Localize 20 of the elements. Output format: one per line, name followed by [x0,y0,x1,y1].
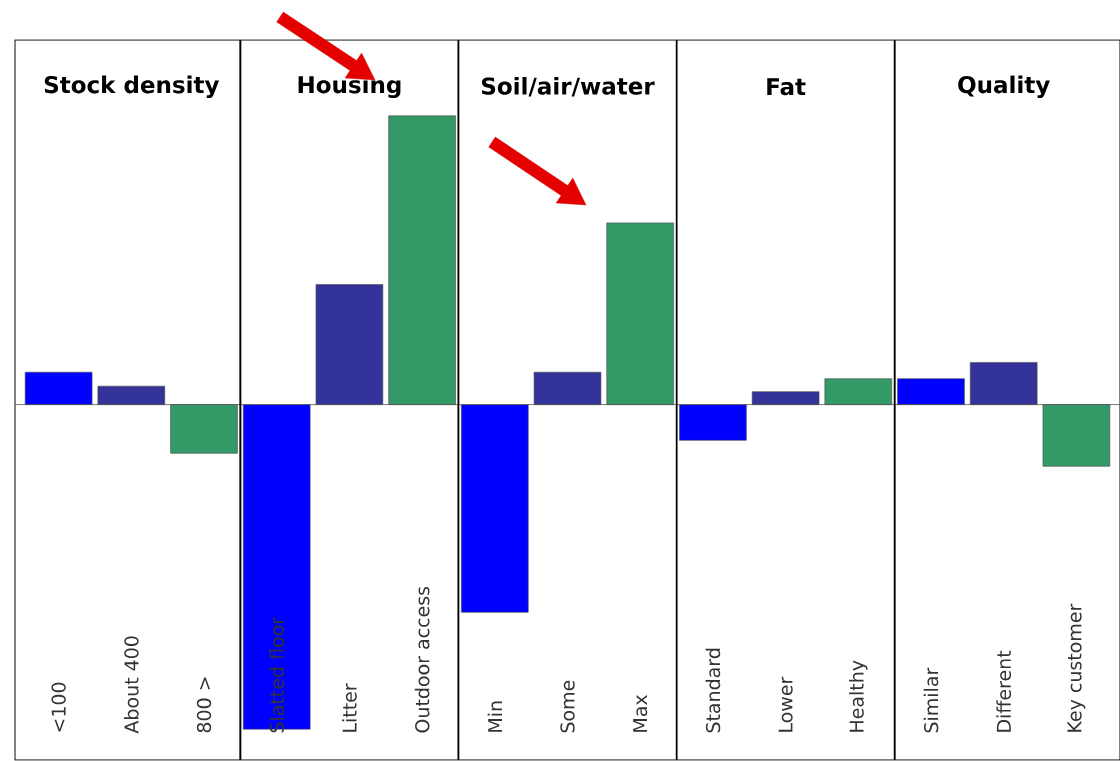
x-tick-label: Healthy [849,660,868,732]
x-tick-label: Lower [778,676,793,732]
text: Fat [767,78,806,96]
x-tick-label: Some [560,680,575,733]
x-tick-label: Standard [705,648,721,733]
x-tick-label: Litter [342,683,357,732]
x-tick-label: Outdoor access [414,586,430,733]
text: Stock density [44,75,220,99]
x-tick-label: Slatted floor [269,616,285,733]
text: Housing [298,75,401,99]
x-tick-label: Max [633,694,648,732]
x-tick-label: Similar [923,667,939,733]
x-tick-label: Different [996,650,1012,732]
x-tick-label: <100 [51,682,66,732]
x-tick-label: Min [487,701,503,732]
x-tick-label: About 400 [123,636,139,734]
text: Soil/air/water [481,76,655,97]
text: Quality [958,75,1050,99]
x-tick-label: Key customer [1067,603,1086,732]
x-tick-label: 800 > [196,677,212,733]
